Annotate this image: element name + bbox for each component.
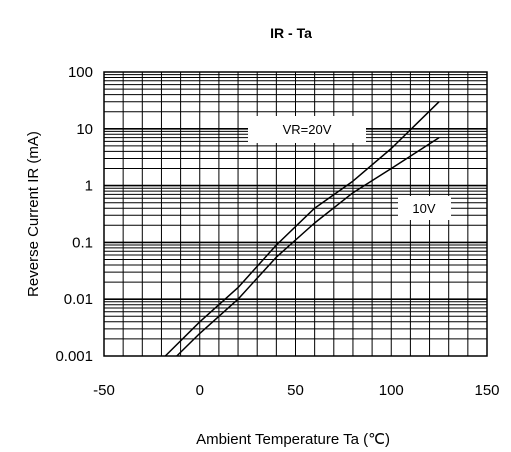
y-tick-label: 1	[85, 178, 93, 195]
y-tick-label: 100	[68, 64, 93, 81]
series-line-10v	[176, 136, 440, 357]
x-tick-label: 100	[379, 382, 404, 399]
y-axis-ticks: 0.001 0.01 0.1 1 10 100	[55, 64, 93, 365]
x-tick-label: 150	[474, 382, 499, 399]
x-tick-label: 50	[287, 382, 304, 399]
x-axis-label: Ambient Temperature Ta (℃)	[196, 431, 390, 448]
y-tick-label: 0.1	[72, 234, 93, 251]
y-tick-label: 0.01	[64, 291, 93, 308]
plot-frame	[103, 71, 488, 357]
series-label-vr20: VR=20V	[283, 122, 332, 137]
chart-title: IR - Ta	[270, 25, 312, 41]
y-tick-label: 10	[76, 121, 93, 138]
y-tick-label: 0.001	[55, 348, 93, 365]
series-label-box-10v	[398, 196, 451, 220]
x-axis-ticks: -50 0 50 100 150	[93, 382, 499, 399]
x-tick-label: 0	[196, 382, 204, 399]
series-line-vr20	[164, 101, 440, 357]
y-axis-label: Reverse Current IR (mA)	[25, 131, 42, 297]
series-lines	[164, 101, 440, 357]
x-tick-label: -50	[93, 382, 115, 399]
series-label-10v: 10V	[412, 201, 435, 216]
series-label-box-vr20	[248, 116, 366, 143]
